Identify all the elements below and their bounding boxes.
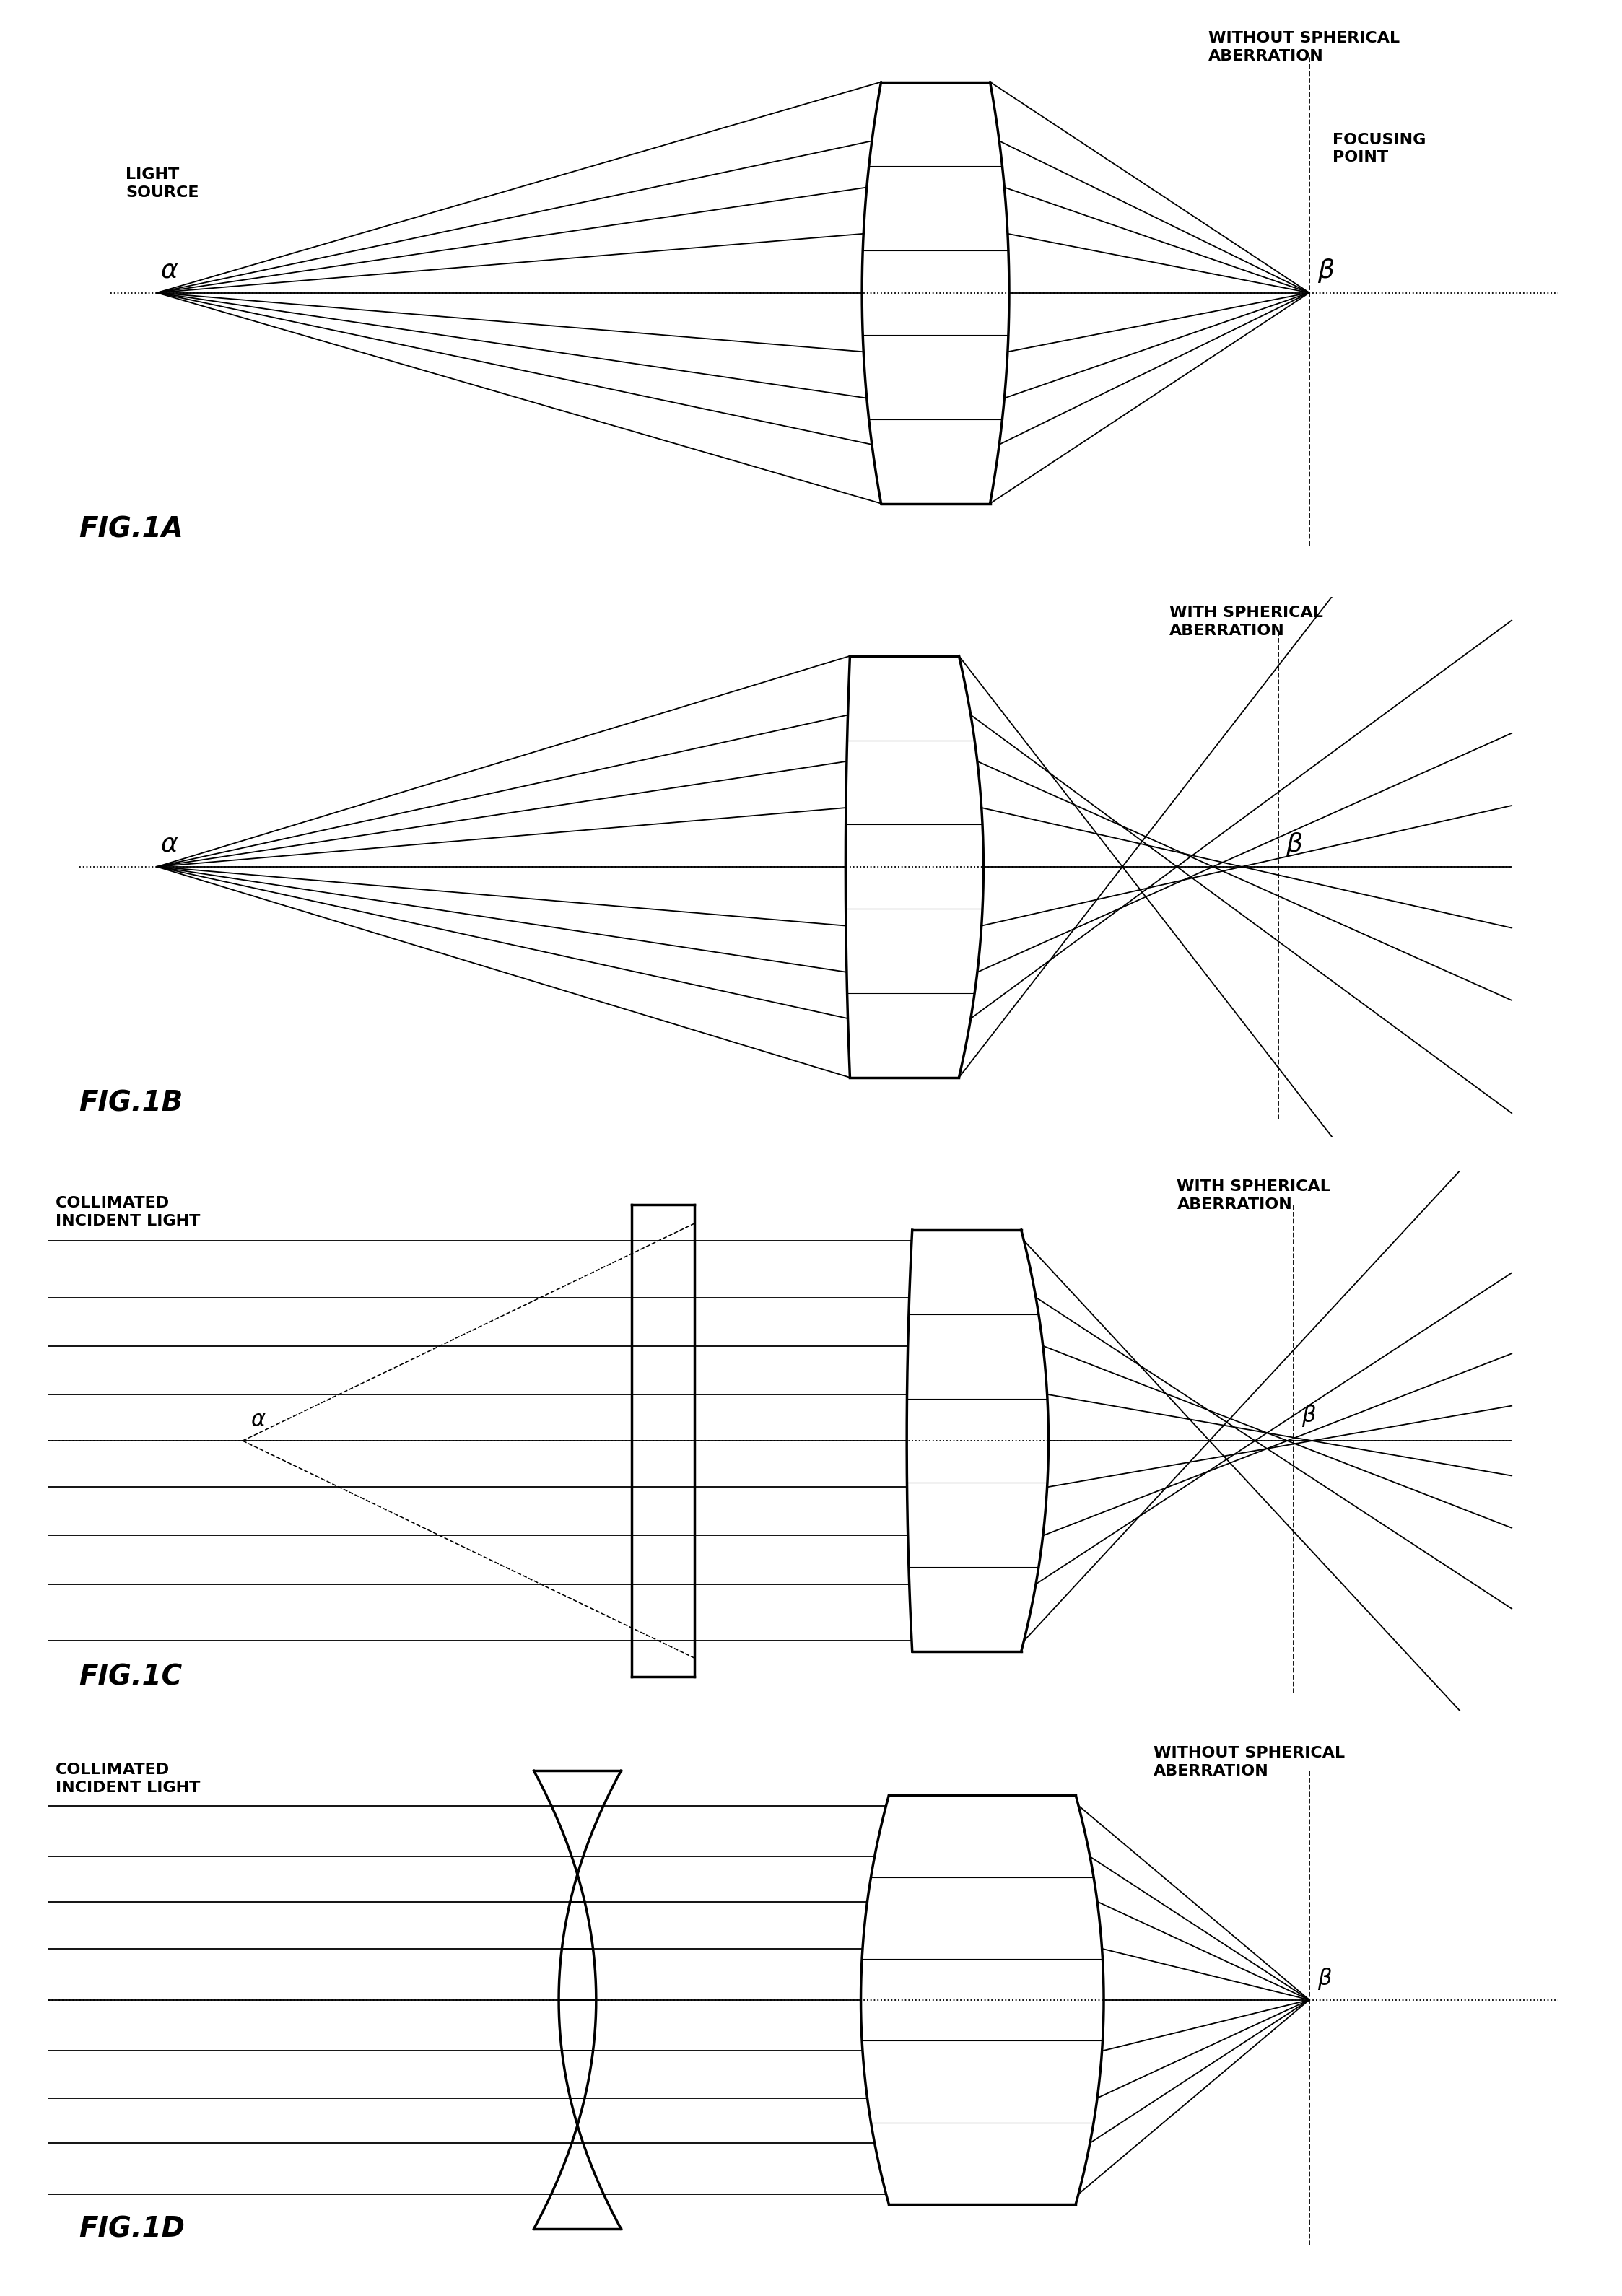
Text: COLLIMATED
INCIDENT LIGHT: COLLIMATED INCIDENT LIGHT xyxy=(55,1763,201,1795)
Text: $\alpha$: $\alpha$ xyxy=(161,831,178,856)
Text: WITHOUT SPHERICAL
ABERRATION: WITHOUT SPHERICAL ABERRATION xyxy=(1153,1747,1345,1779)
Text: $\alpha$: $\alpha$ xyxy=(250,1410,266,1430)
Text: FIG.1C: FIG.1C xyxy=(79,1665,182,1690)
Text: FIG.1A: FIG.1A xyxy=(79,517,183,542)
Text: WITH SPHERICAL
ABERRATION: WITH SPHERICAL ABERRATION xyxy=(1178,1180,1330,1212)
Text: $\beta$: $\beta$ xyxy=(1286,831,1302,859)
Text: FIG.1D: FIG.1D xyxy=(79,2216,185,2243)
Text: $\beta$: $\beta$ xyxy=(1317,257,1335,285)
Text: $\beta$: $\beta$ xyxy=(1301,1403,1317,1428)
Text: LIGHT
SOURCE: LIGHT SOURCE xyxy=(127,168,200,200)
Text: $\alpha$: $\alpha$ xyxy=(161,257,178,282)
Text: FOCUSING
POINT: FOCUSING POINT xyxy=(1333,133,1426,165)
Text: FIG.1B: FIG.1B xyxy=(79,1091,183,1116)
Text: COLLIMATED
INCIDENT LIGHT: COLLIMATED INCIDENT LIGHT xyxy=(55,1196,201,1228)
Text: WITH SPHERICAL
ABERRATION: WITH SPHERICAL ABERRATION xyxy=(1169,606,1324,638)
Text: WITHOUT SPHERICAL
ABERRATION: WITHOUT SPHERICAL ABERRATION xyxy=(1208,32,1400,64)
Text: $\beta$: $\beta$ xyxy=(1317,1965,1332,1991)
